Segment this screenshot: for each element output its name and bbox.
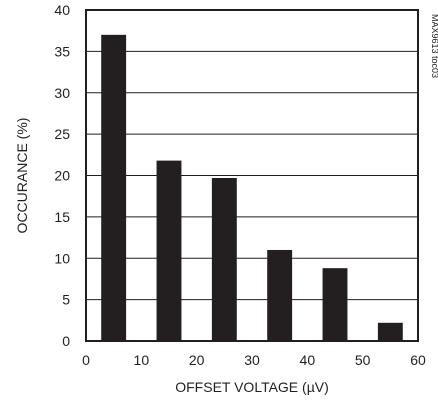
x-tick-label: 50 <box>355 352 371 368</box>
plot-frame <box>85 9 419 342</box>
y-tick-labels: 0 5 10 15 20 25 30 35 40 <box>54 2 70 349</box>
bar-1 <box>156 160 182 341</box>
x-tick-label: 30 <box>244 352 260 368</box>
x-tick-label: 0 <box>82 352 90 368</box>
y-tick-label: 30 <box>54 85 70 101</box>
gridlines <box>86 50 418 301</box>
bar-3 <box>267 249 293 341</box>
y-tick-label: 40 <box>54 2 70 18</box>
x-tick-label: 40 <box>300 352 316 368</box>
y-tick-label: 10 <box>54 250 70 266</box>
y-axis-label: OCCURANCE (%) <box>14 118 30 234</box>
bar-2 <box>211 177 237 341</box>
x-tick-label: 10 <box>134 352 150 368</box>
bar-0 <box>101 34 127 341</box>
figure-id-label: MAX9613 toc03 <box>430 14 438 78</box>
y-tick-label: 15 <box>54 209 70 225</box>
x-tick-label: 60 <box>410 352 426 368</box>
x-tick-label: 20 <box>189 352 205 368</box>
y-tick-label: 25 <box>54 126 70 142</box>
y-tick-label: 5 <box>62 292 70 308</box>
bar-5 <box>377 322 403 341</box>
y-tick-label: 0 <box>62 333 70 349</box>
y-tick-label: 35 <box>54 43 70 59</box>
x-axis-label: OFFSET VOLTAGE (µV) <box>175 379 329 395</box>
bars <box>101 34 403 341</box>
y-tick-label: 20 <box>54 168 70 184</box>
x-tick-labels: 0 10 20 30 40 50 60 <box>82 352 426 368</box>
bar-4 <box>322 268 348 341</box>
